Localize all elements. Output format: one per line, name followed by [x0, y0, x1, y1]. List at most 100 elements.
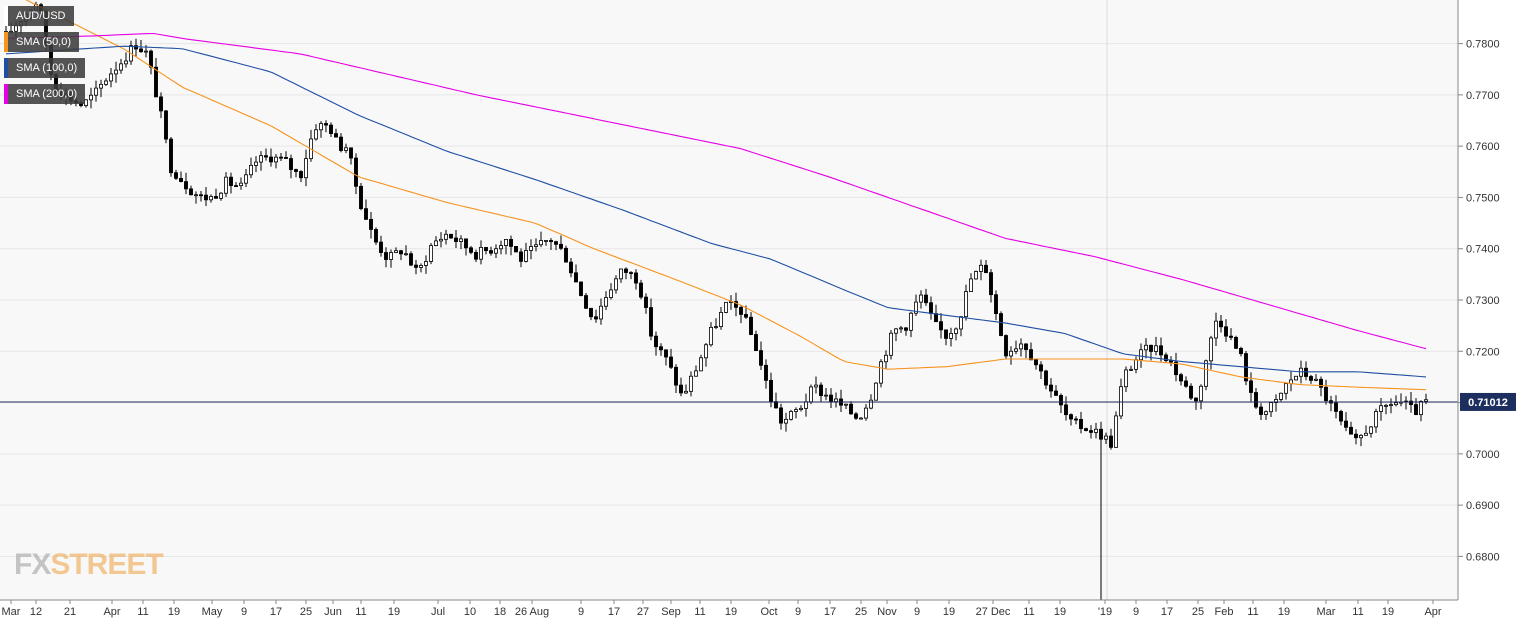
axis-frame: [0, 0, 1459, 601]
candle-body-up: [914, 301, 918, 314]
candle-body-down: [1179, 374, 1183, 382]
candle-body-down: [1354, 433, 1358, 439]
candle-body-down: [1054, 390, 1058, 396]
candle: [1304, 361, 1308, 381]
candle: [304, 149, 308, 187]
candle-body-down: [509, 239, 513, 247]
candle-body-down: [1259, 406, 1263, 415]
candle-body-down: [474, 252, 478, 260]
legend-sma-50[interactable]: SMA (50,0): [4, 32, 80, 52]
candle: [1314, 374, 1318, 382]
candle-body-up: [809, 386, 813, 403]
candle-body-up: [709, 326, 713, 346]
candle-body-down: [514, 246, 518, 253]
candle-body-up: [784, 418, 788, 424]
candle: [819, 382, 823, 402]
candle-body-down: [649, 307, 653, 337]
candle: [319, 121, 323, 138]
legend-instrument[interactable]: AUD/USD: [4, 6, 74, 26]
x-tick-label: Jun: [324, 606, 342, 618]
x-tick-label: 10: [464, 606, 476, 618]
x-tick-label: 11: [1247, 606, 1258, 618]
candle: [1244, 351, 1248, 386]
candle: [899, 326, 903, 333]
candle: [299, 170, 303, 183]
candle: [1064, 396, 1068, 421]
candle: [674, 364, 678, 394]
candle-body-down: [849, 403, 853, 415]
candle: [1249, 372, 1253, 402]
candle-body-up: [884, 354, 888, 363]
candle: [994, 290, 998, 321]
candle-body-up: [1139, 349, 1143, 361]
candle: [1034, 359, 1038, 370]
x-tick-label: 25: [855, 606, 867, 618]
candle-body-down: [744, 314, 748, 318]
current-price-label: 0.71012: [1468, 397, 1508, 409]
candle: [259, 151, 263, 171]
candle-body-down: [324, 123, 328, 126]
candle-body-down: [489, 250, 493, 254]
candle-body-up: [1284, 383, 1288, 394]
candle: [1269, 402, 1273, 418]
candle-body-up: [599, 305, 603, 320]
candle-body-up: [1014, 348, 1018, 352]
candle-body-down: [764, 364, 768, 381]
candle: [509, 235, 513, 256]
candle: [314, 124, 318, 141]
candle-body-up: [1209, 337, 1213, 362]
x-tick-label: Mar: [2, 606, 21, 618]
candle-body-down: [1229, 335, 1233, 338]
candle: [254, 156, 258, 173]
candle-body-down: [1069, 414, 1073, 420]
candle: [519, 248, 523, 268]
candle: [474, 249, 478, 262]
candle-body-up: [1114, 415, 1118, 448]
candle-body-down: [399, 250, 403, 255]
candle-body-down: [1249, 380, 1253, 393]
candle: [389, 249, 393, 268]
legend-sma-100[interactable]: SMA (100,0): [4, 58, 86, 78]
candle: [949, 327, 953, 347]
candle-body-up: [424, 261, 428, 266]
candle-body-down: [769, 379, 773, 402]
candle: [979, 259, 983, 281]
candle: [334, 128, 338, 138]
candle-body-down: [944, 329, 948, 339]
candle: [494, 244, 498, 258]
candle: [614, 275, 618, 294]
candle: [1174, 352, 1178, 382]
candle: [294, 168, 298, 178]
candle-body-down: [409, 253, 413, 266]
candle: [559, 235, 563, 251]
x-tick-label: 21: [64, 606, 76, 618]
candle-body-down: [299, 171, 303, 179]
candle-body-down: [449, 233, 453, 239]
candle: [1259, 403, 1263, 421]
candle-body-down: [1339, 411, 1343, 422]
candle-body-down: [1149, 344, 1153, 352]
candle: [734, 292, 738, 317]
x-tick-label: 19: [1382, 606, 1394, 618]
candle: [99, 79, 103, 98]
candle-body-up: [304, 158, 308, 179]
candle-body-up: [844, 403, 848, 406]
candle: [109, 68, 113, 88]
x-tick-label: Jul: [431, 606, 445, 618]
candle-body-down: [1084, 428, 1088, 431]
candle-body-up: [919, 294, 923, 303]
candle: [1204, 359, 1208, 391]
candle-body-up: [534, 244, 538, 247]
candle: [864, 404, 868, 421]
candle-body-down: [1169, 360, 1173, 363]
x-tick-label: '19: [1098, 606, 1112, 618]
legend-sma-200-swatch: [4, 84, 8, 104]
candle: [529, 239, 533, 260]
candle-body-up: [1279, 392, 1283, 400]
candle-body-up: [539, 240, 543, 246]
candle: [824, 388, 828, 401]
candle-body-down: [1029, 349, 1033, 361]
legend-sma-200[interactable]: SMA (200,0): [4, 84, 86, 104]
candle-body-down: [1189, 385, 1193, 399]
candle: [364, 199, 368, 221]
